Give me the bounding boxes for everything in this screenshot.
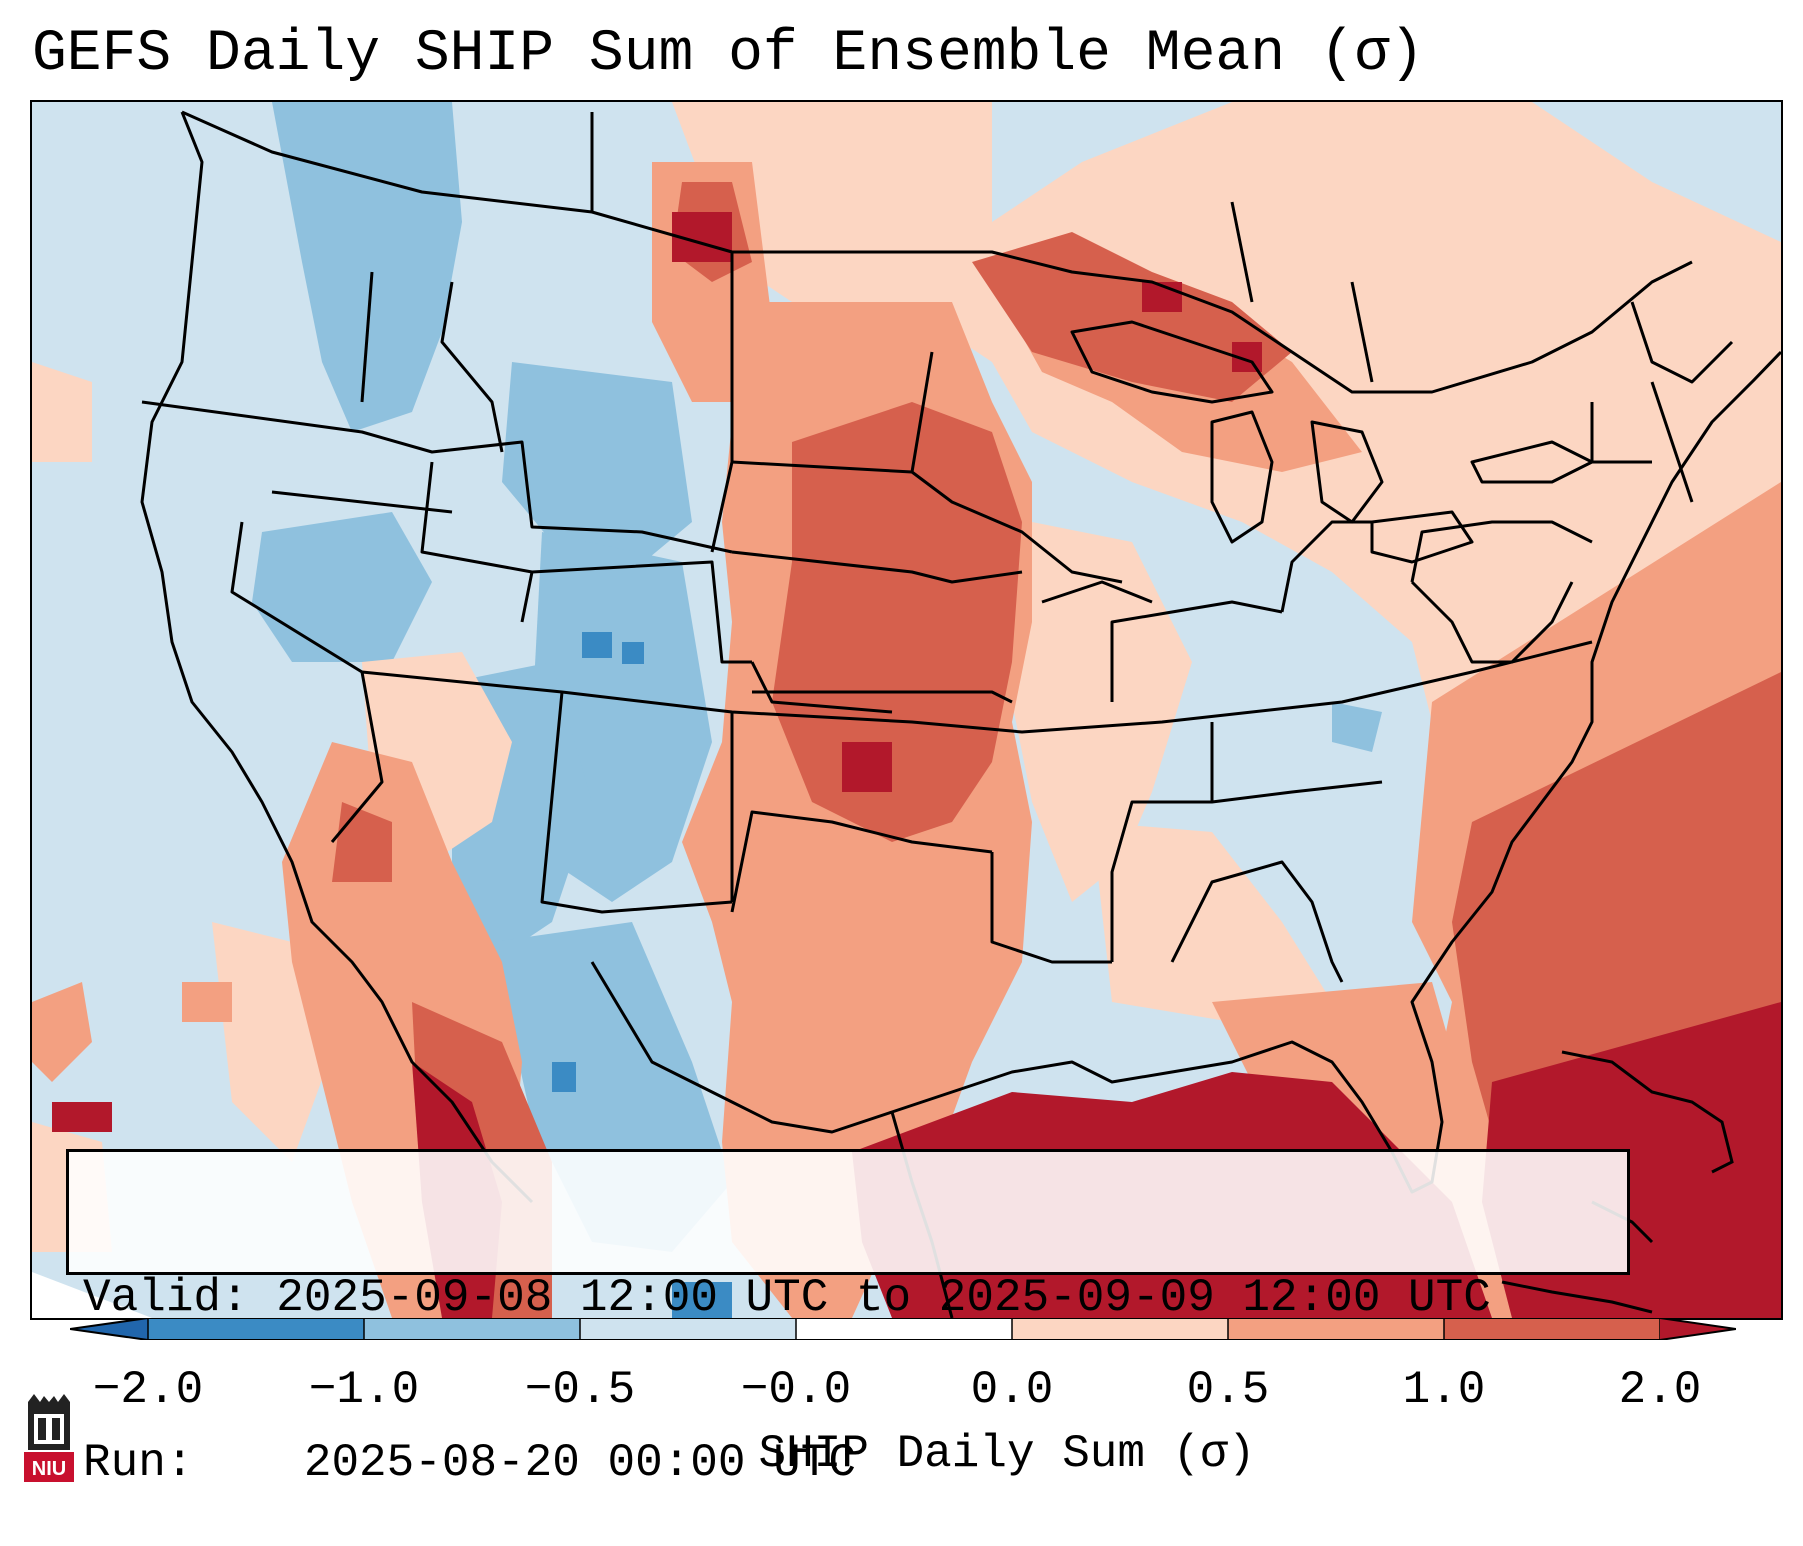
colorbar-tick-label: 1.0 [1402,1364,1486,1416]
valid-line: Valid: 2025-09-08 12:00 UTC to 2025-09-0… [83,1271,1613,1326]
colorbar-tick-label: −1.0 [308,1364,420,1416]
valid-value: 2025-09-08 12:00 UTC to 2025-09-09 12:00… [276,1272,1491,1324]
colorbar-segment [1012,1318,1229,1340]
colorbar [69,1317,1737,1341]
ship-field-map [32,102,1781,1318]
valid-label: Valid: [83,1272,249,1324]
colorbar-extend-low [70,1318,148,1340]
colorbar-tick-label: 0.5 [1186,1364,1270,1416]
colorbar-label: SHIP Daily Sum (σ) [758,1428,1256,1480]
colorbar-tick-label: −0.5 [524,1364,636,1416]
colorbar-tick-label: −0.0 [740,1364,852,1416]
run-label: Run: [83,1437,194,1489]
colorbar-segment [364,1318,581,1340]
colorbar-tick-label: 0.0 [970,1364,1054,1416]
chart-title: GEFS Daily SHIP Sum of Ensemble Mean (σ) [32,22,1425,87]
info-box: Valid: 2025-09-08 12:00 UTC to 2025-09-0… [66,1149,1630,1489]
run-line: Run: 2025-08-20 00:00 UTC [83,1436,1613,1491]
colorbar-extend-high [1660,1318,1736,1340]
colorbar-svg [69,1317,1737,1341]
svg-text:NIU: NIU [32,1458,66,1480]
colorbar-segment [1228,1318,1445,1340]
outside-domain [32,1272,152,1318]
colorbar-segment [796,1318,1013,1340]
colorbar-segment [148,1318,365,1340]
colorbar-segment [1444,1318,1661,1340]
map-panel [30,100,1783,1320]
niu-logo: NIU [22,1392,76,1484]
strong-negative-cells [552,632,732,1318]
colorbar-tick-label: 2.0 [1618,1364,1702,1416]
colorbar-tick-label: −2.0 [92,1364,204,1416]
run-value: 2025-08-20 00:00 UTC [303,1437,856,1489]
colorbar-segment [580,1318,797,1340]
